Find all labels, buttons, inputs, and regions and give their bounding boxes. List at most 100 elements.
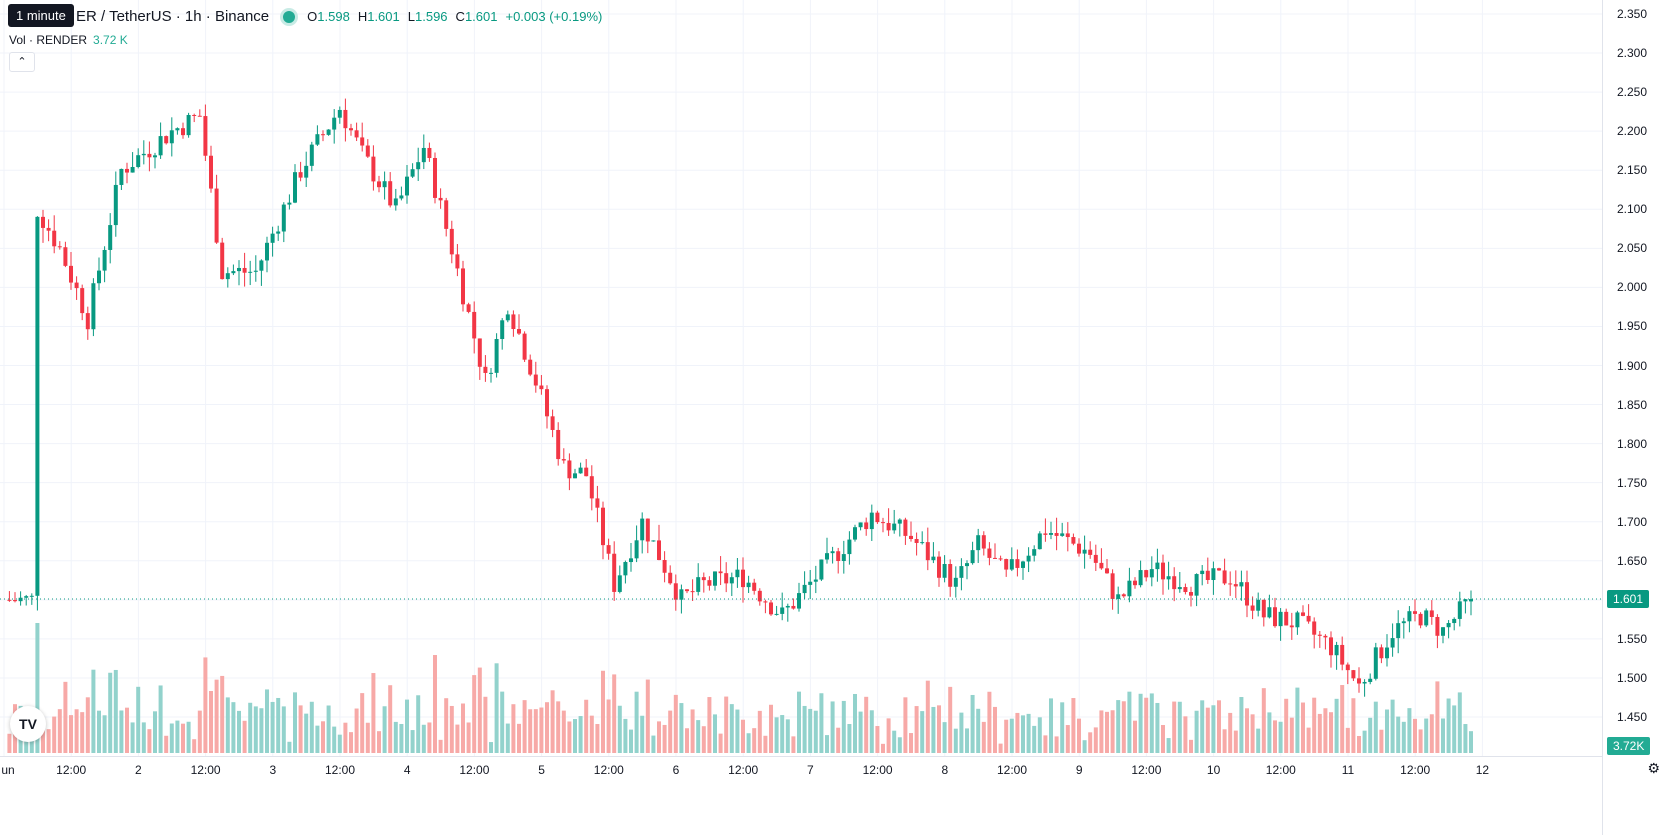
volume-bar — [797, 691, 801, 753]
volume-bar — [612, 674, 617, 753]
candle-body — [113, 184, 118, 226]
candle-body — [673, 583, 678, 600]
candle — [237, 260, 241, 286]
volume-bar — [1441, 718, 1445, 753]
volume-bar — [897, 737, 902, 753]
volume-bar — [1323, 708, 1328, 753]
candle — [231, 264, 236, 276]
candle — [517, 314, 521, 335]
candle-body — [701, 577, 706, 581]
candle-body — [1441, 627, 1445, 636]
candle-body — [976, 535, 981, 551]
time-axis-label: 12:00 — [459, 763, 490, 777]
candle-body — [433, 157, 437, 198]
candle — [1446, 620, 1451, 639]
candle — [864, 517, 869, 536]
candle-body — [735, 569, 740, 578]
candle — [1194, 573, 1199, 607]
candle-body — [1189, 592, 1193, 596]
volume-bar — [657, 721, 661, 753]
candle-body — [668, 572, 673, 584]
candle-body — [209, 155, 213, 189]
candle-body — [1306, 615, 1311, 622]
candle — [7, 591, 12, 602]
candle-body — [136, 155, 141, 168]
volume-bar — [1379, 729, 1384, 753]
price-axis-label: 1.900 — [1617, 358, 1648, 373]
volume-bar — [1233, 730, 1238, 753]
volume-bar — [1250, 714, 1255, 753]
candle — [573, 468, 577, 479]
candle-body — [1004, 559, 1009, 570]
candle-body — [438, 197, 443, 201]
gear-icon[interactable]: ⚙ — [1647, 760, 1660, 776]
candle — [388, 172, 393, 208]
candle-body — [1071, 537, 1076, 544]
candle — [746, 575, 751, 594]
price-axis-label: 1.800 — [1617, 436, 1648, 451]
collapse-legend-button[interactable]: ⌃ — [9, 52, 35, 72]
symbol-title[interactable]: ER / TetherUS · 1h · Binance — [76, 8, 270, 25]
volume-bar — [1469, 731, 1473, 753]
volume-bar — [1289, 717, 1294, 753]
volume-bar — [399, 723, 404, 753]
candle — [186, 112, 191, 138]
volume-bar — [220, 675, 225, 753]
candle — [1177, 571, 1182, 593]
candle-body — [1026, 555, 1031, 562]
candle-body — [1340, 644, 1345, 665]
candle — [1284, 608, 1289, 626]
candle-body — [1155, 562, 1160, 570]
volume-bar — [662, 724, 667, 753]
candle — [847, 531, 852, 565]
volume-bar — [175, 720, 180, 753]
candle — [662, 551, 667, 583]
candle — [1105, 558, 1109, 574]
candle-body — [892, 523, 897, 531]
volume-bar — [931, 706, 936, 753]
candle-body — [1144, 570, 1149, 578]
candle — [113, 171, 118, 237]
candle-body — [321, 134, 325, 136]
volume-bar — [214, 679, 219, 753]
candle-body — [1357, 678, 1361, 684]
candle — [601, 501, 605, 560]
price-chart[interactable] — [0, 0, 1603, 756]
candle-body — [869, 512, 874, 530]
candle — [1200, 565, 1205, 586]
time-axis-label: 2 — [135, 763, 142, 777]
volume-bar — [500, 691, 505, 753]
candle — [248, 260, 253, 286]
candle — [209, 145, 213, 193]
volume-bar — [909, 733, 913, 753]
price-scale[interactable]: 2.350 2.300 2.250 2.200 2.150 2.100 2.050 2.000… — [1602, 0, 1678, 835]
volume-bar — [231, 702, 236, 753]
candle — [1004, 558, 1009, 577]
candle — [718, 556, 723, 586]
candle — [125, 162, 129, 184]
volume-bar — [315, 725, 320, 753]
volume-bar — [466, 722, 471, 753]
volume-legend[interactable]: Vol · RENDER 3.72 K — [9, 33, 128, 47]
candle — [942, 555, 947, 583]
candle — [1099, 548, 1104, 570]
volume-bar — [1345, 727, 1350, 753]
volume-bar — [371, 673, 376, 753]
tradingview-logo[interactable]: TV — [10, 706, 46, 742]
volume-bar — [802, 705, 807, 753]
candle-body — [253, 270, 258, 272]
candle-body — [1194, 574, 1199, 596]
candle-body — [987, 548, 992, 558]
symbol-legend[interactable]: ER / TetherUS · 1h · Binance O1.598 H1.6… — [8, 8, 602, 25]
candle-body — [601, 507, 605, 546]
volume-bar — [752, 728, 757, 753]
time-scale[interactable]: un 12:00 2 12:00 3 12:00 4 12:00 5 12:00 6 12:00 7 12… — [0, 756, 1603, 781]
candle-body — [410, 169, 415, 177]
volume-bar — [74, 709, 79, 753]
candle — [1418, 612, 1423, 629]
volume-bar — [1065, 725, 1070, 753]
candle-body — [365, 145, 370, 157]
volume-bar — [881, 743, 885, 753]
candle — [444, 197, 449, 237]
candle — [85, 306, 90, 340]
